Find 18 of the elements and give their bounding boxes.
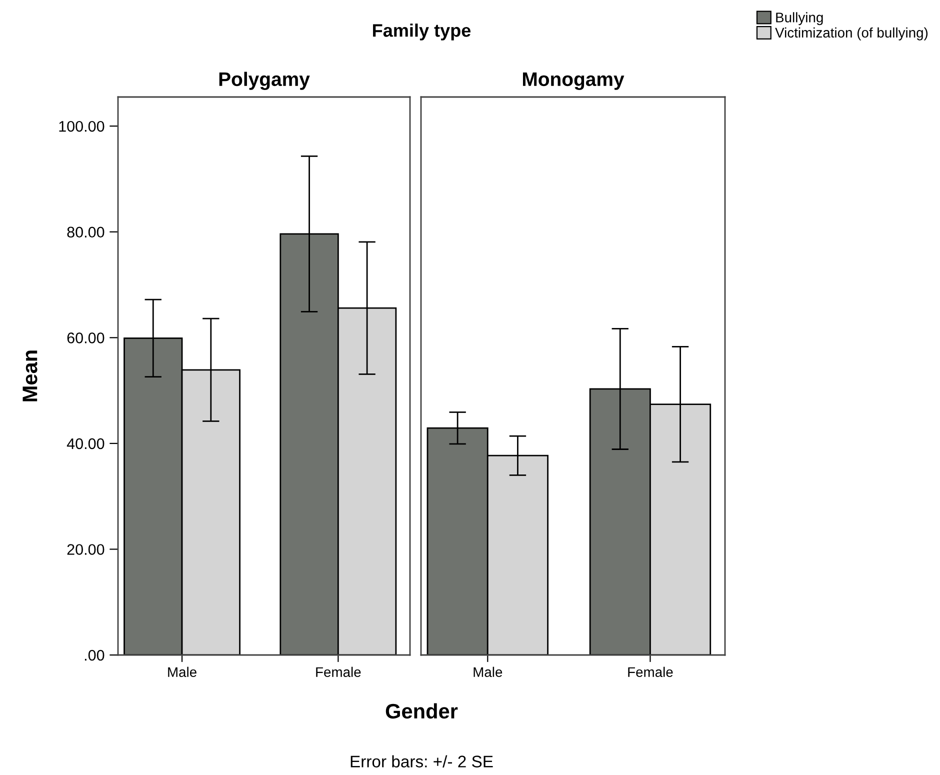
y-tick-label: .00 [84, 650, 104, 661]
y-tick-label: 20.00 [67, 544, 104, 555]
chart-title: Family type [373, 24, 471, 40]
x-tick-label: Male [168, 666, 196, 678]
legend-label: Victimization (of bullying) [775, 27, 928, 40]
x-tick-label: Female [628, 666, 673, 678]
x-tick-label: Male [474, 666, 502, 678]
y-tick-label: 100.00 [59, 120, 104, 132]
y-tick-label: 80.00 [67, 226, 104, 238]
legend-label: Bullying [776, 12, 823, 26]
y-tick-label: 60.00 [67, 332, 104, 344]
x-axis-title: Gender [386, 703, 458, 719]
chart-subtitle: Monogamy [522, 72, 624, 90]
y-axis-title: Mean [22, 350, 38, 402]
chart-subtitle: Polygamy [219, 72, 310, 90]
text: Error bars: +/- 2 SE [350, 755, 493, 768]
x-tick-label: Female [316, 666, 361, 678]
y-tick-label: 40.00 [66, 438, 104, 450]
